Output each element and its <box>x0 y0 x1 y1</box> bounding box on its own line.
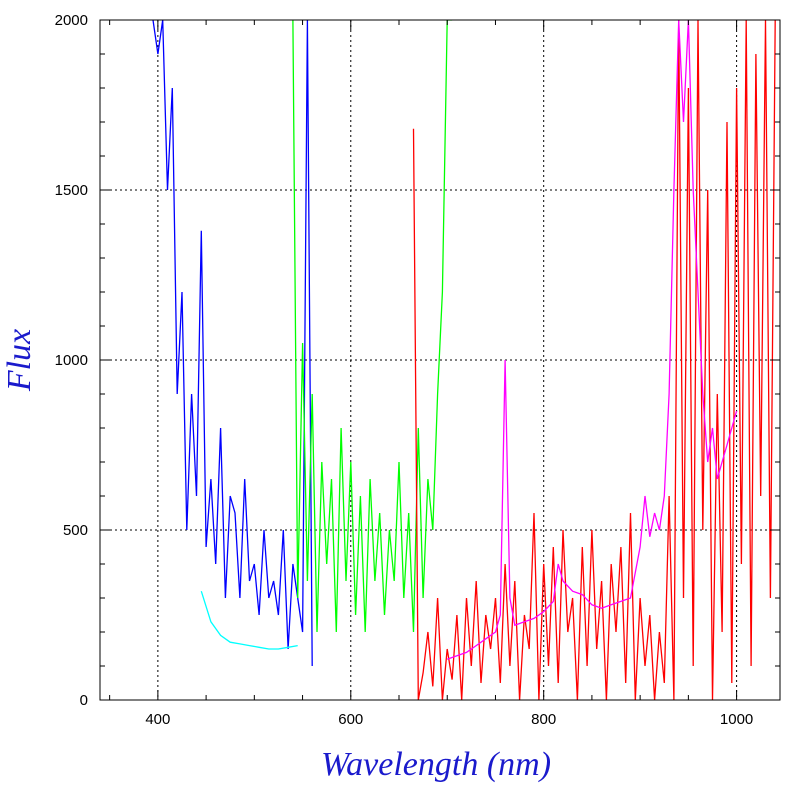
series-line-5 <box>446 20 738 660</box>
y-tick-label: 0 <box>80 692 88 709</box>
series-line-2 <box>200 591 298 650</box>
x-tick-label: 400 <box>145 711 170 728</box>
grid-layer <box>100 20 780 700</box>
y-tick-label: 500 <box>63 522 88 539</box>
x-tick-label: 600 <box>338 711 363 728</box>
x-axis-title: Wavelength (nm) <box>321 746 551 783</box>
series-line-1 <box>152 20 313 667</box>
y-tick-label: 1500 <box>55 182 88 199</box>
tick-layer: 400 600 800 1000 0 500 1000 1500 2000 <box>55 12 780 728</box>
series-line-4 <box>412 20 776 700</box>
y-tick-label: 2000 <box>55 12 88 29</box>
series-layer <box>152 20 776 700</box>
y-axis-title: Flux <box>1 329 38 392</box>
x-tick-label: 800 <box>531 711 556 728</box>
series-line-3 <box>292 20 453 633</box>
x-tick-label: 1000 <box>720 711 753 728</box>
y-tick-label: 1000 <box>55 352 88 369</box>
